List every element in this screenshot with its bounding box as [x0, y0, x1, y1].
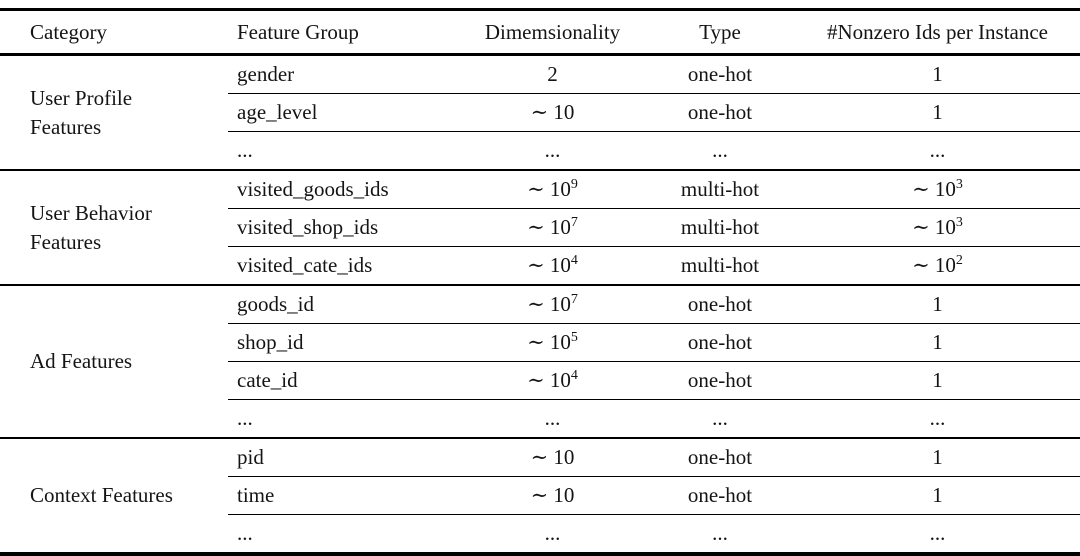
nonzero-cell: 1	[795, 285, 1080, 324]
type-cell: one-hot	[645, 323, 795, 362]
feature-statistics-table: Category Feature Group Dimemsionality Ty…	[0, 8, 1080, 556]
dimensionality-cell: 2	[460, 54, 645, 94]
table-row: Ad Features goods_id ∼ 107 one-hot 1	[0, 285, 1080, 439]
nonzero-cell: ...	[795, 514, 1080, 556]
feature-cell: age_level	[228, 93, 460, 132]
type-cell: ...	[645, 131, 795, 171]
table-header-row: Category Feature Group Dimemsionality Ty…	[0, 8, 1080, 56]
type-cell: ...	[645, 514, 795, 556]
type-cell: one-hot	[645, 361, 795, 400]
dimensionality-cell: ∼ 107	[460, 208, 645, 247]
table-row: Context Features pid ∼ 10 one-hot 1	[0, 438, 1080, 556]
table-row: visited_cate_ids ∼ 104 multi-hot ∼ 102	[0, 246, 1080, 286]
nonzero-cell: 1	[795, 54, 1080, 94]
feature-cell: ...	[228, 399, 460, 439]
category-cell: Context Features	[0, 438, 228, 556]
type-cell: one-hot	[645, 476, 795, 515]
feature-cell: shop_id	[228, 323, 460, 362]
type-cell: one-hot	[645, 285, 795, 324]
dimensionality-cell: ∼ 107	[460, 285, 645, 324]
category-cell: User Behavior Features	[0, 170, 228, 286]
table-row: ... ... ... ...	[0, 131, 1080, 171]
type-cell: multi-hot	[645, 170, 795, 209]
dimensionality-cell: ∼ 104	[460, 246, 645, 286]
table-row: User Behavior Features visited_goods_ids…	[0, 170, 1080, 286]
dimensionality-cell: ∼ 105	[460, 323, 645, 362]
nonzero-cell: ∼ 103	[795, 170, 1080, 209]
dimensionality-cell: ∼ 10	[460, 438, 645, 477]
nonzero-cell: ...	[795, 399, 1080, 439]
dimensionality-cell: ...	[460, 399, 645, 439]
table-row: cate_id ∼ 104 one-hot 1	[0, 361, 1080, 400]
feature-cell: time	[228, 476, 460, 515]
nonzero-cell: ...	[795, 131, 1080, 171]
feature-cell: goods_id	[228, 285, 460, 324]
dimensionality-cell: ∼ 10	[460, 93, 645, 132]
feature-cell: ...	[228, 514, 460, 556]
dimensionality-cell: ∼ 104	[460, 361, 645, 400]
table-row: User Profile Features gender 2 one-hot 1	[0, 54, 1080, 171]
table-row: ... ... ... ...	[0, 399, 1080, 439]
header-category: Category	[0, 8, 228, 56]
feature-cell: gender	[228, 54, 460, 94]
nonzero-cell: 1	[795, 323, 1080, 362]
table-row: age_level ∼ 10 one-hot 1	[0, 93, 1080, 132]
header-feature-group: Feature Group	[228, 8, 460, 56]
type-cell: multi-hot	[645, 246, 795, 286]
dimensionality-cell: ...	[460, 131, 645, 171]
dimensionality-cell: ...	[460, 514, 645, 556]
nonzero-cell: 1	[795, 361, 1080, 400]
header-nonzero-ids: #Nonzero Ids per Instance	[795, 8, 1080, 56]
header-dimensionality: Dimemsionality	[460, 8, 645, 56]
feature-cell: ...	[228, 131, 460, 171]
table-row: visited_shop_ids ∼ 107 multi-hot ∼ 103	[0, 208, 1080, 247]
feature-cell: cate_id	[228, 361, 460, 400]
type-cell: multi-hot	[645, 208, 795, 247]
category-cell: User Profile Features	[0, 54, 228, 171]
nonzero-cell: 1	[795, 93, 1080, 132]
category-cell: Ad Features	[0, 285, 228, 439]
feature-cell: visited_goods_ids	[228, 170, 460, 209]
nonzero-cell: 1	[795, 476, 1080, 515]
type-cell: ...	[645, 399, 795, 439]
type-cell: one-hot	[645, 438, 795, 477]
nonzero-cell: ∼ 102	[795, 246, 1080, 286]
type-cell: one-hot	[645, 54, 795, 94]
feature-cell: visited_cate_ids	[228, 246, 460, 286]
feature-cell: pid	[228, 438, 460, 477]
table-row: shop_id ∼ 105 one-hot 1	[0, 323, 1080, 362]
dimensionality-cell: ∼ 10	[460, 476, 645, 515]
feature-cell: visited_shop_ids	[228, 208, 460, 247]
nonzero-cell: 1	[795, 438, 1080, 477]
type-cell: one-hot	[645, 93, 795, 132]
nonzero-cell: ∼ 103	[795, 208, 1080, 247]
dimensionality-cell: ∼ 109	[460, 170, 645, 209]
table-row: time ∼ 10 one-hot 1	[0, 476, 1080, 515]
header-type: Type	[645, 8, 795, 56]
